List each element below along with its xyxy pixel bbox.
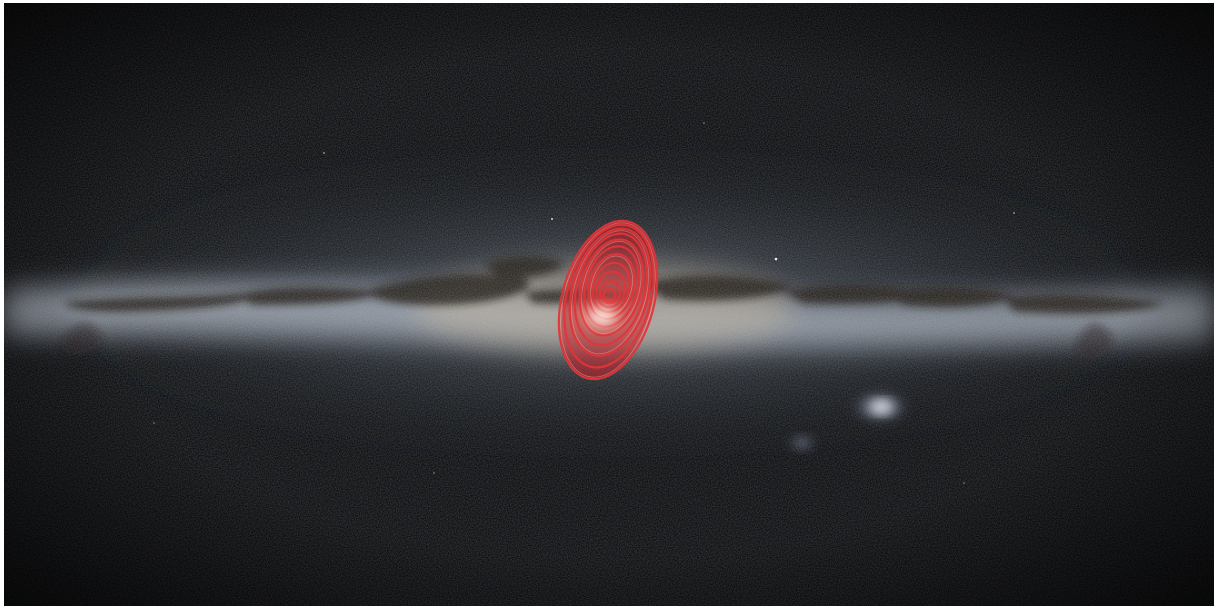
vignette bbox=[4, 3, 1214, 606]
sky-map bbox=[4, 3, 1214, 606]
